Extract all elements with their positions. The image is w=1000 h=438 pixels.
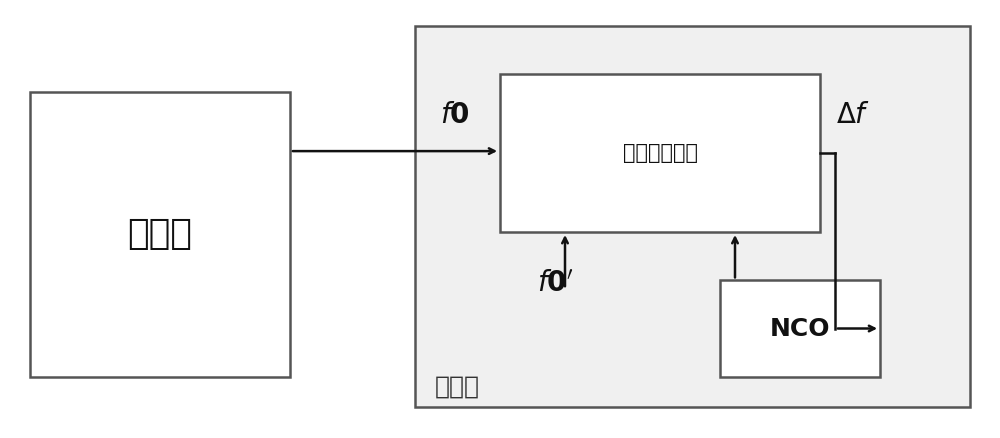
Bar (720, 280, 880, 377)
Bar (30, 92, 290, 377)
Text: 远端机: 远端机 (435, 374, 480, 399)
Text: NCO: NCO (770, 317, 830, 340)
Text: $\mathbf{\mathit{f}}$$\mathbf{0}$: $\mathbf{\mathit{f}}$$\mathbf{0}$ (440, 101, 470, 129)
Text: $\mathbf{\mathit{f}}$$\mathbf{0'}$: $\mathbf{\mathit{f}}$$\mathbf{0'}$ (537, 269, 573, 297)
Text: $\mathbf{\mathit{\Delta f}}$: $\mathbf{\mathit{\Delta f}}$ (836, 101, 870, 129)
Bar (500, 74, 820, 232)
Text: 频偏检测电路: 频偏检测电路 (622, 143, 698, 163)
Bar (415, 26, 970, 407)
Text: 近端机: 近端机 (128, 217, 192, 251)
